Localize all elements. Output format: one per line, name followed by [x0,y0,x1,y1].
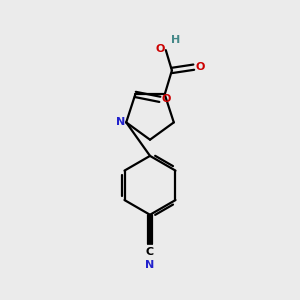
Text: O: O [162,94,171,104]
Text: H: H [172,35,181,45]
Text: O: O [156,44,165,54]
Text: N: N [116,117,125,128]
Text: N: N [146,260,154,270]
Text: C: C [146,247,154,257]
Text: O: O [196,62,205,72]
